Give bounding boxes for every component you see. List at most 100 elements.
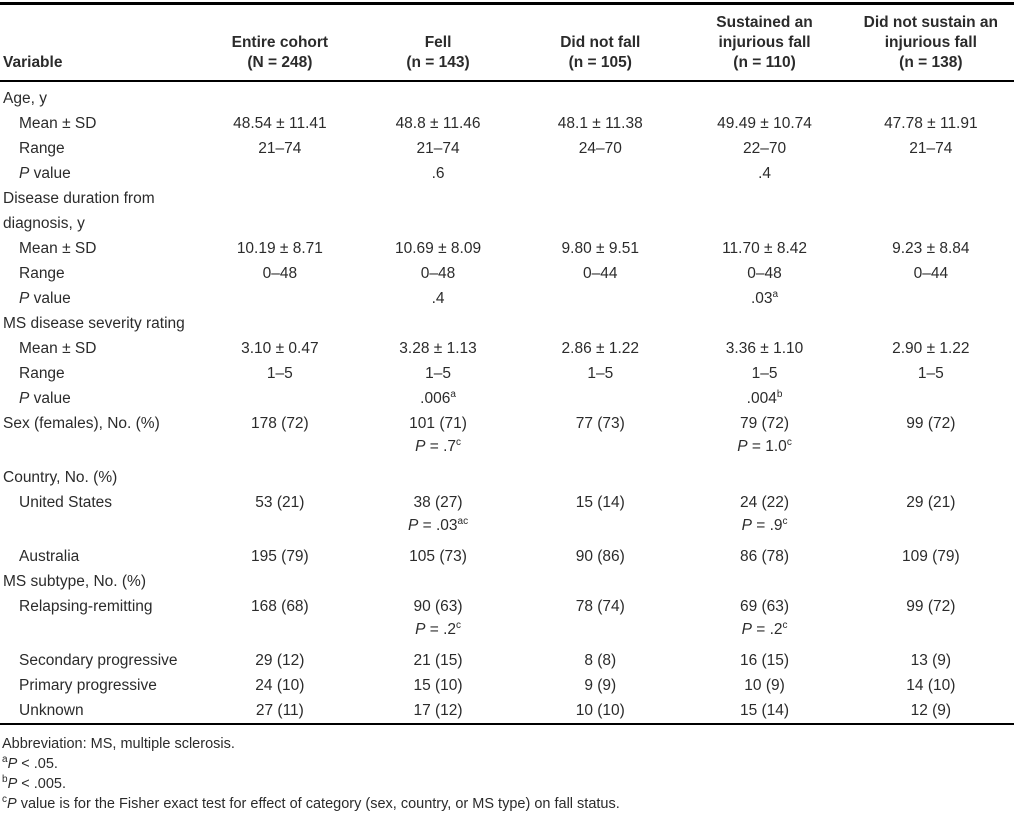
table-cell: [681, 81, 847, 111]
table-cell: 15 (14): [739, 702, 790, 719]
table-row: P value .4 .03a: [0, 286, 1014, 311]
table-cell: 15 (14): [575, 494, 625, 511]
table-cell: [848, 386, 1014, 411]
table-cell: [519, 186, 681, 236]
table-row: Relapsing-remitting 168 (68) 90 (63) P = .2…: [0, 594, 1014, 648]
table-row: MS subtype, No. (%): [0, 569, 1014, 594]
table-cell: 14 (10): [906, 677, 956, 694]
column-header-title-line: Entire cohort: [231, 34, 329, 51]
table-cell: 1–5: [425, 365, 451, 382]
table-cell: 24 (10): [255, 677, 305, 694]
table-cell: 21–74: [909, 140, 953, 157]
table-cell: 0–48: [420, 265, 456, 282]
column-header-variable: Variable: [0, 3, 203, 82]
table-cell: 10 (9): [744, 677, 785, 694]
table-cell: 12 (9): [910, 702, 952, 719]
table-cell: 0–44: [583, 265, 618, 282]
table-cell: 3.10 ± 0.47: [241, 340, 319, 357]
column-header-title-line: Did not fall: [560, 34, 641, 51]
table-row: Mean ± SD 3.10 ± 0.47 3.28 ± 1.13 2.86 ± 1.…: [0, 336, 1014, 361]
p-symbol: P: [7, 756, 18, 772]
p-value-line: P = .2c: [741, 619, 788, 638]
row-label: P value: [19, 165, 71, 182]
table-cell: 9.23 ± 8.84: [892, 240, 970, 257]
row-label: P value: [19, 290, 71, 307]
table-row: Primary progressive 24 (10) 15 (10) 9 (9) 10…: [0, 673, 1014, 698]
table-header-row: Variable Entire cohort (N = 248) Fell (n = …: [0, 3, 1014, 82]
row-label: Sex (females), No. (%): [3, 415, 160, 432]
table-cell: 99 (72): [906, 415, 956, 432]
table-row: Mean ± SD 10.19 ± 8.71 10.69 ± 8.09 9.80 ± …: [0, 236, 1014, 261]
row-label: MS subtype, No. (%): [3, 573, 146, 590]
table-cell: 10.69 ± 8.09: [395, 240, 482, 257]
footnote: bP < .005.: [2, 774, 67, 792]
row-label: Range: [19, 140, 65, 157]
significance-superscript: c: [786, 436, 792, 448]
table-row: United States 53 (21) 38 (27) P = .03ac 15 (…: [0, 490, 1014, 544]
table-body: Age, y Mean ± SD 48.54 ± 11.41 48.8 ± 11.46…: [0, 81, 1014, 724]
table-row: Mean ± SD 48.54 ± 11.41 48.8 ± 11.46 48.1 ±…: [0, 111, 1014, 136]
table-cell: 109 (79): [901, 548, 960, 565]
table-cell: .004b: [746, 388, 783, 407]
significance-superscript: c: [456, 619, 461, 631]
row-label: Age, y: [3, 90, 47, 107]
table-cell: [848, 311, 1014, 336]
p-symbol: P: [415, 621, 426, 638]
row-label: Disease duration from diagnosis, y: [3, 190, 155, 232]
row-label: P value: [19, 390, 71, 407]
table-cell: 0–44: [913, 265, 949, 282]
table-cell: 10 (10): [575, 702, 625, 719]
table-cell: 13 (9): [910, 652, 952, 669]
table-cell: [519, 311, 681, 336]
table-row: MS disease severity rating: [0, 311, 1014, 336]
column-header-title-line: Sustained an: [716, 14, 813, 31]
table-row: Unknown 27 (11) 17 (12) 10 (10) 15 (14) 12 (9…: [0, 698, 1014, 724]
table-cell: [848, 161, 1014, 186]
column-header: Did not fall (n = 105): [519, 3, 682, 82]
table-cell: 0–48: [747, 265, 782, 282]
table-cell: 99 (72): [906, 598, 956, 615]
column-header-count: (n = 105): [568, 54, 632, 71]
table-cell: [357, 81, 519, 111]
table-cell: 3.36 ± 1.10: [725, 340, 804, 357]
table-cell: [203, 465, 357, 490]
table-cell: [203, 286, 357, 311]
table-cell: [519, 386, 681, 411]
table-cell: [848, 81, 1014, 111]
significance-superscript: b: [776, 388, 783, 400]
table-cell: 27 (11): [255, 702, 304, 719]
row-label: United States: [19, 494, 113, 511]
column-header: Sustained an injurious fall (n = 110): [681, 3, 848, 82]
table-cell: [519, 569, 681, 594]
row-label: Unknown: [19, 702, 84, 719]
column-header: Fell (n = 143): [356, 3, 520, 82]
row-label: Country, No. (%): [3, 469, 118, 486]
table-row: Age, y: [0, 81, 1014, 111]
table-cell: .006a: [420, 388, 456, 407]
table-cell: 9.80 ± 9.51: [561, 240, 639, 257]
row-label: MS disease severity rating: [3, 315, 185, 332]
table-cell: [203, 186, 357, 236]
p-symbol: P: [737, 438, 748, 455]
table-cell: [203, 161, 357, 186]
table-cell: 49.49 ± 10.74: [717, 115, 812, 132]
table-cell: 10.19 ± 8.71: [236, 240, 323, 257]
table-cell: 1–5: [266, 365, 293, 382]
table-cell: 48.8 ± 11.46: [395, 115, 481, 132]
row-label: Range: [19, 365, 65, 382]
significance-superscript: c: [782, 619, 788, 631]
table-cell: 29 (21): [906, 494, 956, 511]
table-cell: 48.1 ± 11.38: [557, 115, 643, 132]
footnotes: Abbreviation: MS, multiple sclerosis. aP…: [0, 734, 1014, 814]
p-symbol: P: [7, 776, 18, 792]
table-cell: 48.54 ± 11.41: [233, 115, 327, 132]
column-header: Entire cohort (N = 248): [202, 3, 357, 82]
table-cell: 105 (73): [409, 548, 467, 565]
table-cell: 15 (10): [413, 677, 463, 694]
table-cell: [203, 81, 357, 111]
table-cell: 79 (72) P = 1.0c: [681, 411, 847, 465]
p-value-line: P = 1.0c: [737, 436, 792, 455]
table-cell: [203, 386, 357, 411]
table-cell: [848, 286, 1014, 311]
table-cell: 0–48: [262, 265, 298, 282]
